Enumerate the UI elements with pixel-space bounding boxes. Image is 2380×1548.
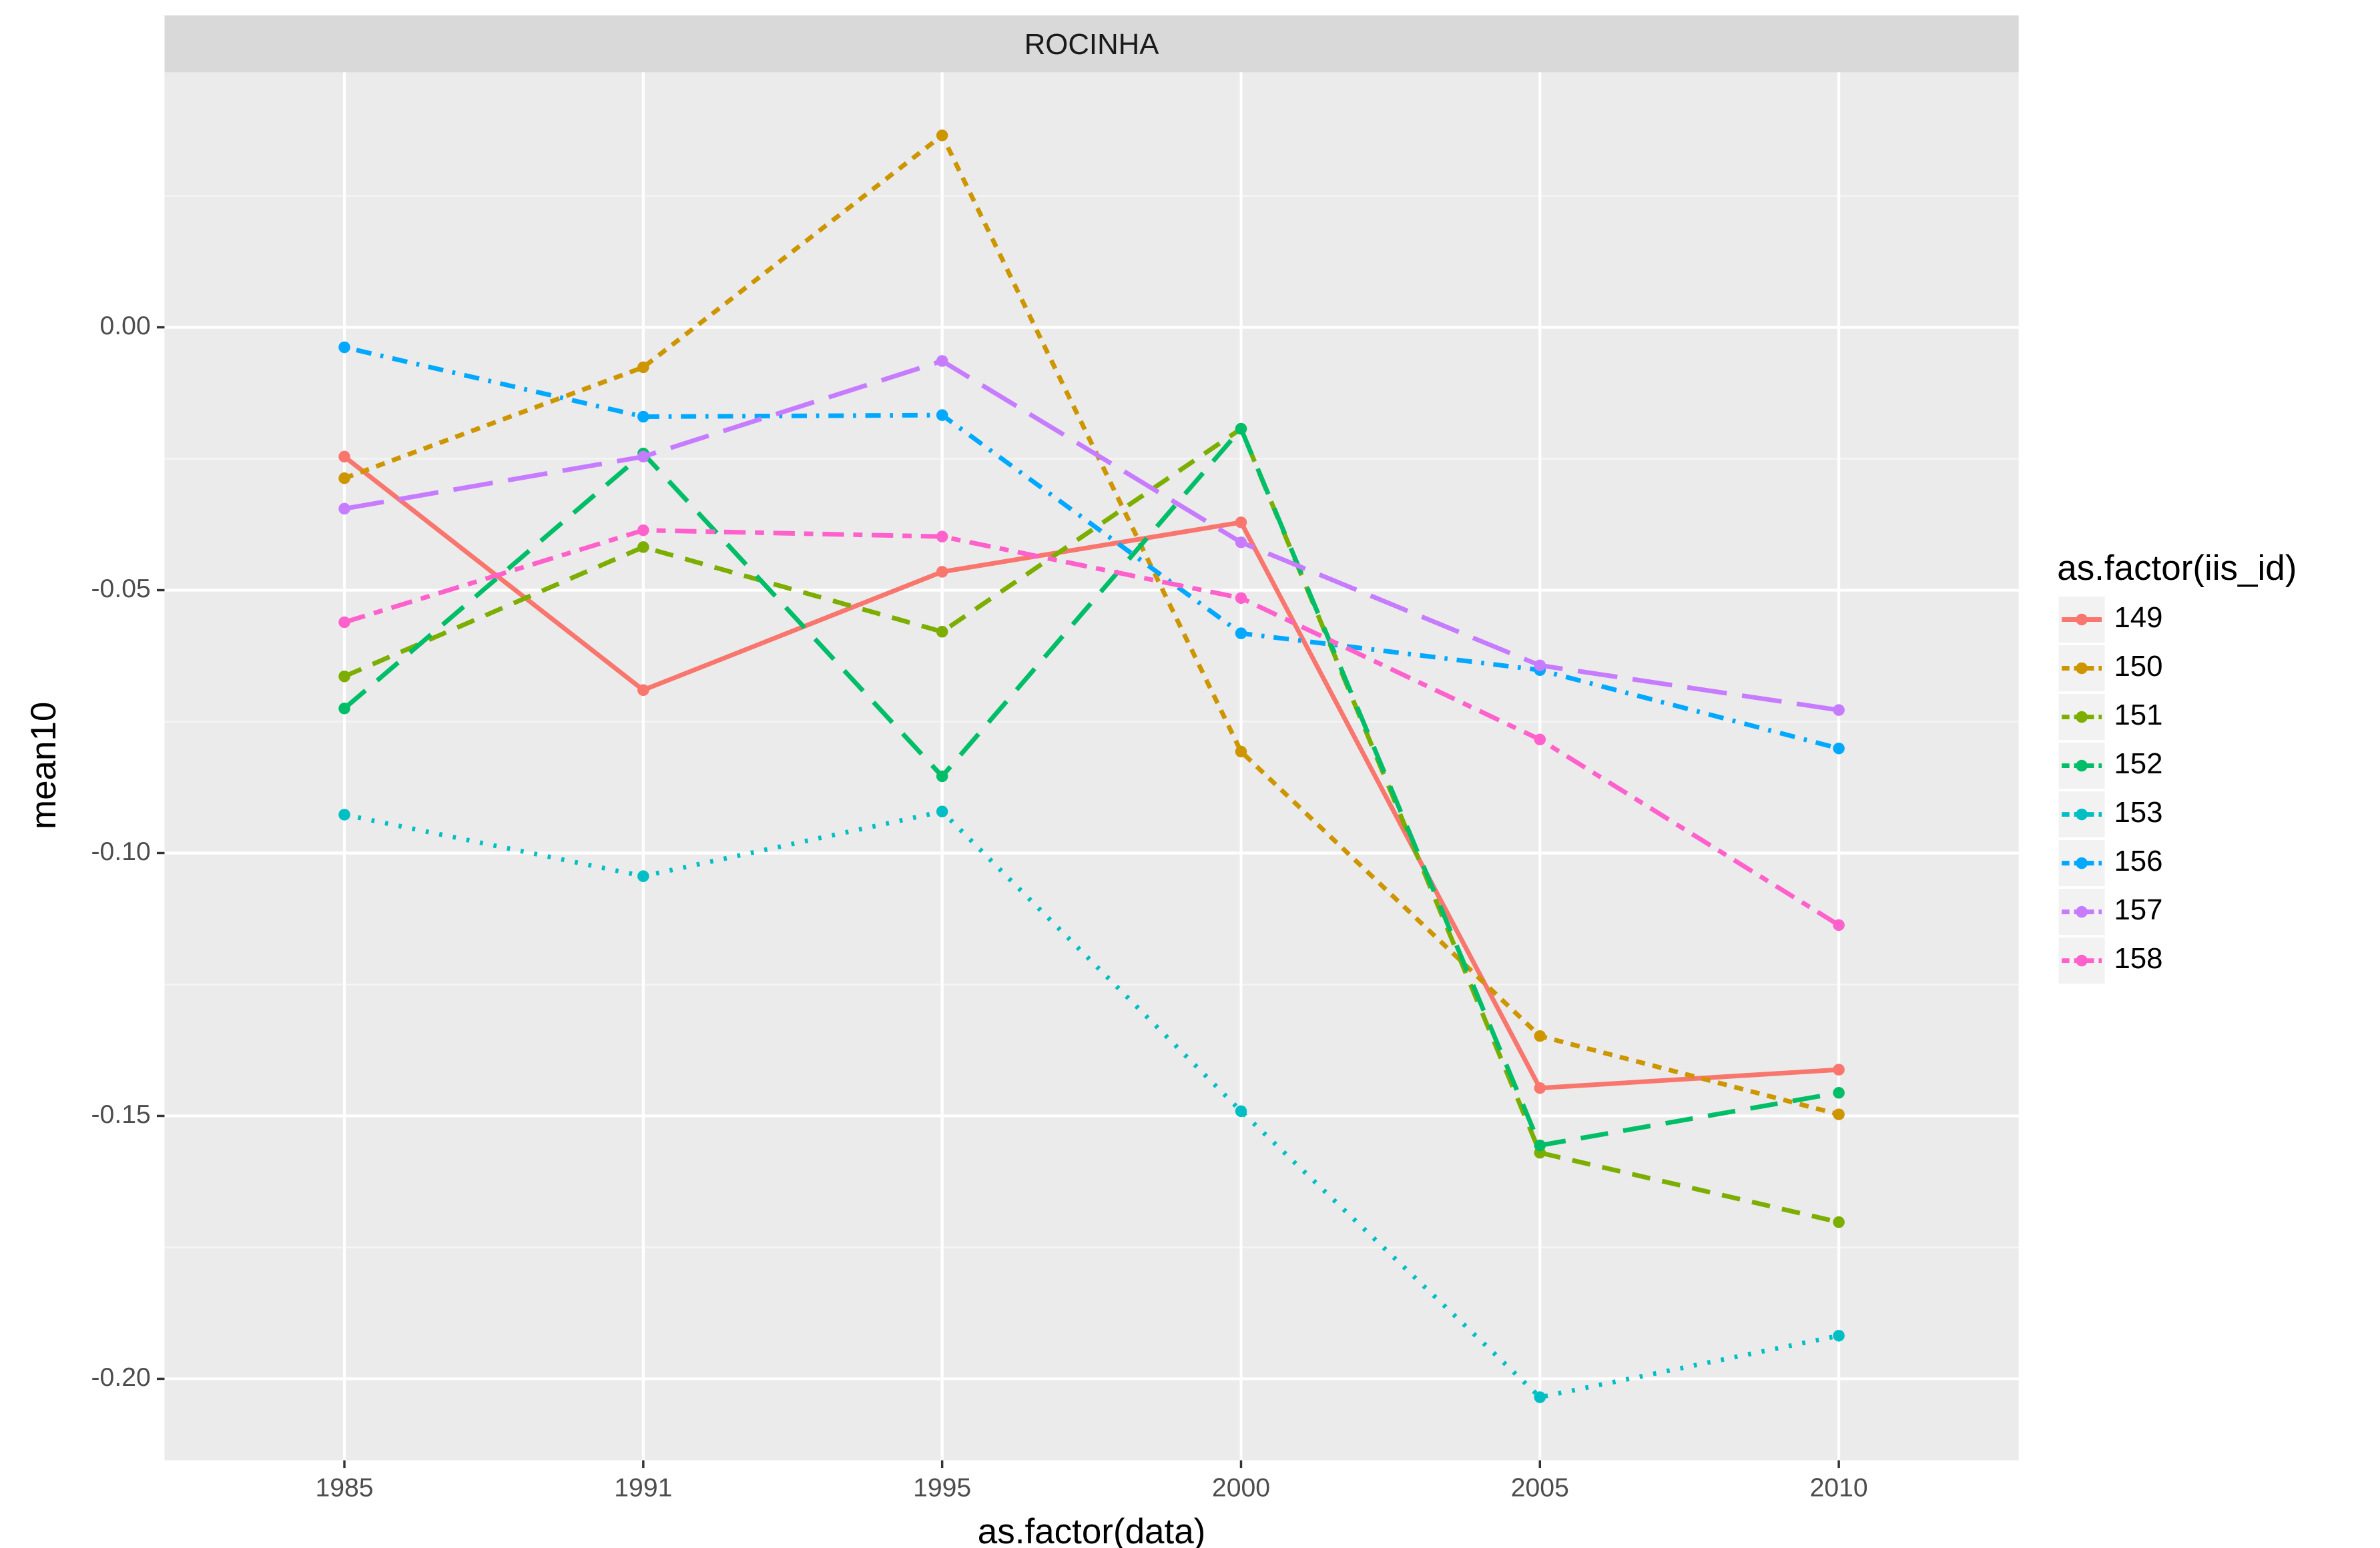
point: [338, 341, 350, 354]
series-line: [343, 131, 1840, 1117]
point: [1235, 536, 1247, 548]
point: [637, 684, 649, 696]
legend-label: 152: [2114, 747, 2162, 780]
legend-point: [2076, 711, 2088, 723]
point: [1235, 1105, 1247, 1118]
point: [936, 355, 948, 367]
point: [338, 616, 350, 629]
legend-label: 149: [2114, 601, 2162, 634]
series-line: [344, 358, 1839, 713]
point: [1534, 1030, 1546, 1042]
point: [1235, 627, 1247, 639]
legend-point: [2076, 905, 2088, 918]
point: [338, 670, 350, 683]
series-line: [342, 454, 1839, 1091]
point: [1534, 659, 1546, 671]
point: [338, 472, 350, 484]
point: [338, 450, 350, 463]
legend-point: [2076, 857, 2088, 869]
legend-point: [2076, 662, 2088, 675]
point: [1833, 1330, 1845, 1342]
point: [1833, 1108, 1845, 1120]
x-tick-label: 1985: [315, 1474, 373, 1503]
point: [936, 626, 948, 638]
point: [1833, 1216, 1845, 1228]
legend-label: 156: [2114, 845, 2162, 877]
strip-title: ROCINHA: [1024, 28, 1160, 61]
point: [637, 450, 649, 463]
point: [1534, 1391, 1546, 1403]
x-tick-label: 1995: [913, 1474, 971, 1503]
point: [1534, 1082, 1546, 1094]
x-tick-label: 2000: [1212, 1474, 1270, 1503]
series-line: [343, 528, 1840, 927]
legend-label: 151: [2114, 699, 2162, 731]
x-tick-label: 2005: [1511, 1474, 1569, 1503]
x-tick-label: 1991: [614, 1474, 672, 1503]
series-line: [344, 345, 1840, 751]
legend-label: 153: [2114, 796, 2162, 829]
point: [1833, 704, 1845, 716]
x-axis-title: as.factor(data): [978, 1512, 1206, 1548]
series-line: [343, 425, 1839, 1224]
point: [1833, 742, 1845, 755]
series-line: [342, 424, 1839, 1148]
point: [1534, 733, 1546, 746]
x-tick-label: 2010: [1810, 1474, 1868, 1503]
legend-point: [2076, 759, 2088, 772]
point: [637, 541, 649, 553]
panel: [164, 72, 2019, 1461]
legend-point: [2076, 808, 2088, 821]
point: [637, 524, 649, 536]
legend-label: 150: [2114, 650, 2162, 683]
point: [1833, 1064, 1845, 1076]
point: [1833, 1087, 1845, 1099]
point: [1235, 745, 1247, 758]
point: [338, 809, 350, 821]
point: [338, 502, 350, 515]
legend-point: [2076, 613, 2088, 626]
y-axis-title: mean10: [24, 702, 63, 829]
y-tick-label: -0.05: [91, 574, 151, 603]
y-tick-label: 0.00: [100, 312, 151, 340]
point: [1235, 592, 1247, 605]
point: [1833, 919, 1845, 931]
grid: [164, 72, 2019, 1461]
point: [936, 566, 948, 578]
point: [637, 870, 649, 882]
y-tick-label: -0.10: [91, 837, 151, 866]
point: [1235, 516, 1247, 528]
legend-label: 157: [2114, 893, 2162, 926]
point: [637, 410, 649, 423]
point: [936, 530, 948, 542]
point: [936, 805, 948, 817]
point: [338, 703, 350, 715]
point: [637, 361, 649, 374]
legend-point: [2076, 954, 2088, 967]
y-tick-label: -0.20: [91, 1363, 151, 1392]
legend-title: as.factor(iis_id): [2057, 548, 2297, 588]
y-tick-label: -0.15: [91, 1100, 151, 1129]
point: [936, 770, 948, 783]
strip: [164, 15, 2019, 73]
legend-label: 158: [2114, 942, 2162, 975]
point: [936, 409, 948, 421]
point: [1534, 1139, 1546, 1152]
point: [1235, 422, 1247, 435]
point: [936, 129, 948, 141]
